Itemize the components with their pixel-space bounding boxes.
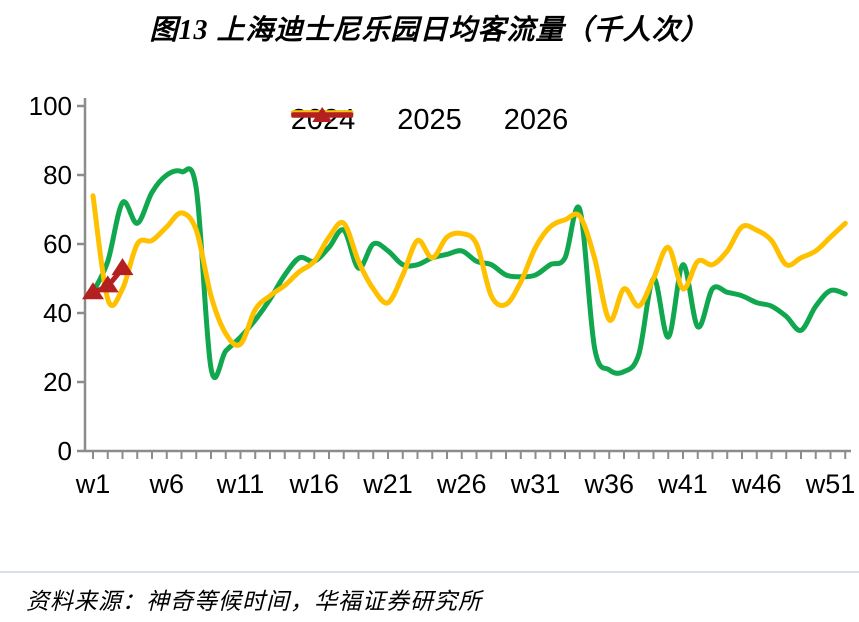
y-tick-label: 60 (43, 229, 72, 259)
x-tick-label: w1 (75, 469, 111, 499)
series-2026 (82, 258, 134, 300)
x-tick-label: w36 (583, 469, 634, 499)
series-2025 (90, 193, 848, 348)
x-tick-label: w11 (216, 469, 265, 499)
chart-svg: 0 20 40 60 80 100 w1 w6 w11 w16 w21 w26 w31 w36 w41 w46… (29, 91, 856, 499)
x-tick-label: w31 (510, 469, 561, 499)
series-2026-triangle-marker (82, 282, 104, 300)
series-2026-triangle-marker (96, 275, 119, 293)
legend-item-2025: 2025 (290, 104, 462, 137)
x-tick-label: w26 (436, 469, 487, 499)
y-tick-label: 0 (58, 436, 72, 466)
axes (83, 98, 851, 453)
series-2024-line (90, 166, 848, 381)
y-tick-label: 100 (29, 91, 72, 121)
legend-label-2025: 2025 (397, 104, 462, 136)
legend-triangle-2026-icon (311, 107, 332, 122)
legend-item-2026: 2026 (290, 104, 569, 137)
y-tick-label: 80 (43, 160, 72, 190)
source-note: 资料来源：神奇等候时间，华福证券研究所 (26, 589, 482, 614)
x-tick-label: w6 (148, 469, 184, 499)
x-tick-label: w41 (657, 469, 708, 499)
legend-swatch-2026-line-triangle-icon (290, 107, 353, 122)
series-2025-line (90, 193, 848, 348)
series-2026-triangle-marker (111, 258, 134, 276)
x-tick-label: w16 (288, 469, 339, 499)
chart-area: 0 20 40 60 80 100 w1 w6 w11 w16 w21 w26 w31 w36 w41 w46… (0, 58, 859, 530)
legend-label-2026: 2026 (503, 104, 569, 136)
x-tick-label: w51 (805, 469, 856, 499)
y-tick-label: 40 (43, 298, 72, 328)
series-2024 (90, 166, 848, 381)
chart-legend: 2024 2025 2026 (290, 104, 569, 137)
chart-title: 图13 上海迪士尼乐园日均客流量（千人次） (149, 15, 710, 46)
y-tick-label: 20 (43, 367, 72, 397)
x-tick-label: w46 (731, 469, 782, 499)
x-axis-ticks: w1 w6 w11 w16 w21 w26 w31 w36 w41 w46 w51 (75, 451, 856, 499)
y-axis-ticks: 0 20 40 60 80 100 (29, 91, 85, 466)
footer-divider (0, 571, 859, 573)
x-tick-label: w21 (362, 469, 413, 499)
